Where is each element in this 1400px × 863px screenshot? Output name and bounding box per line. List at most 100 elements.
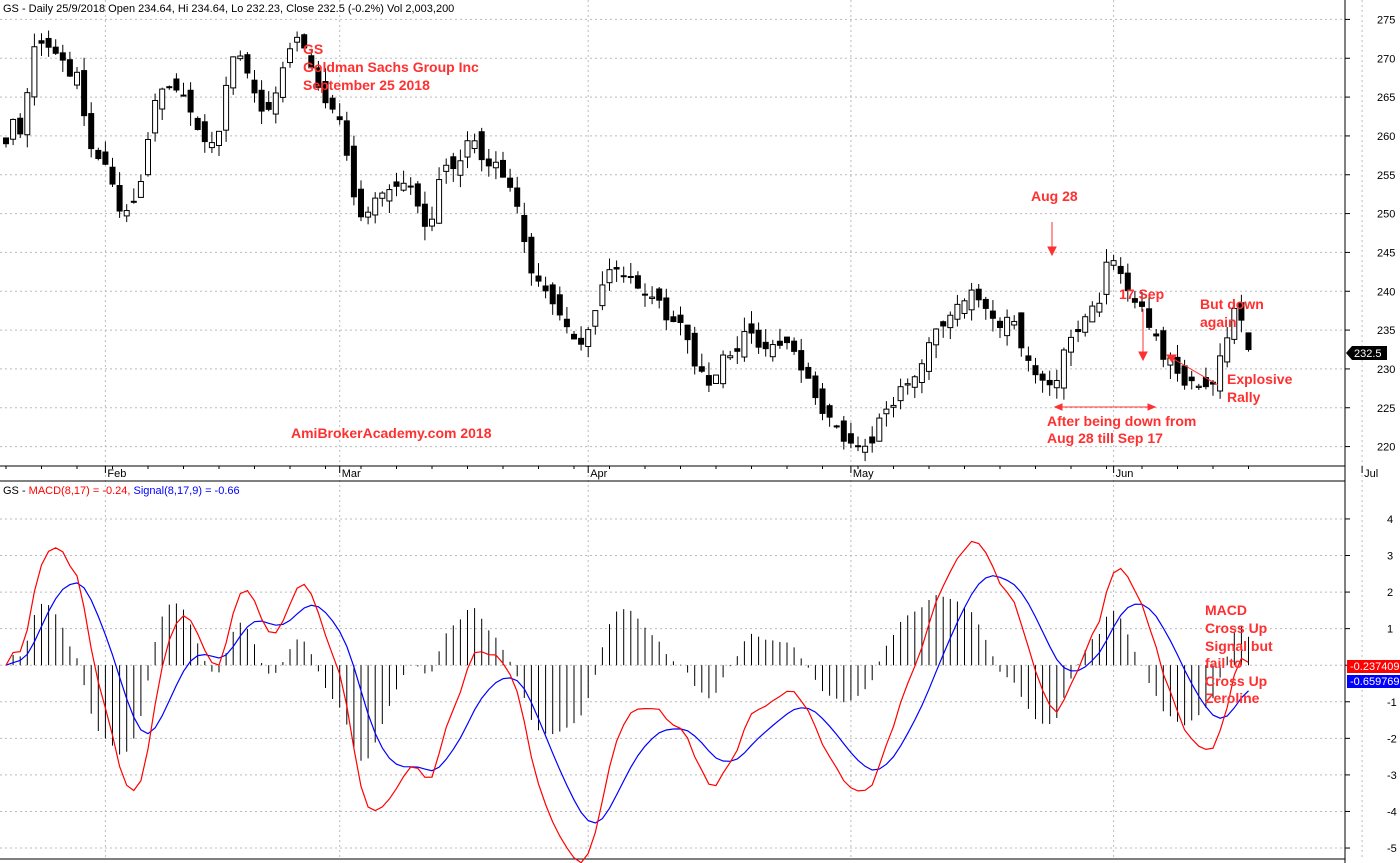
candle-body: [663, 297, 670, 321]
candle-body: [926, 342, 932, 372]
last-macd-tag: [1347, 660, 1400, 673]
candle-body: [933, 328, 940, 346]
macd-tick-label: 2: [1387, 587, 1393, 599]
candle-body: [492, 161, 499, 169]
annotation-arrows: [1047, 222, 1219, 411]
arrow-range-right-head: [1147, 403, 1157, 411]
last-signal-tag: [1347, 675, 1400, 688]
price-header: GS - Daily 25/9/2018 Open 234.64, Hi 234…: [3, 3, 454, 15]
candle-body: [1146, 308, 1153, 328]
last-macd-value: -0.237409: [1350, 661, 1400, 673]
candle-body: [208, 142, 215, 149]
candle-body: [862, 445, 869, 453]
month-tick-label: Mar: [342, 468, 361, 480]
candle-body: [571, 333, 577, 340]
candle-body: [982, 298, 989, 309]
candle-body: [1018, 312, 1025, 349]
candle-body: [329, 97, 336, 110]
annotation-ticker: GS: [303, 41, 323, 57]
candle-body: [478, 131, 485, 161]
annotation-aug28: Aug 28: [1031, 188, 1078, 204]
candle-body: [159, 88, 166, 110]
candle-body: [244, 54, 251, 74]
candle-body: [166, 86, 173, 89]
candle-body: [1124, 272, 1131, 291]
candle-body: [656, 288, 663, 301]
candle-body: [1004, 316, 1011, 337]
macd-header: GS - MACD(8,17) = -0.24, Signal(8,17,9) …: [3, 485, 240, 497]
price-tick-label: 265: [1377, 92, 1395, 104]
candle-body: [421, 203, 428, 227]
candle-body: [464, 140, 471, 158]
candle-body: [812, 375, 819, 399]
annotation-company: Goldman Sachs Group Inc: [303, 59, 479, 75]
price-tick-label: 245: [1377, 247, 1395, 259]
candle-body: [400, 182, 407, 191]
candle-body: [123, 210, 130, 217]
candle-body: [883, 408, 890, 415]
candle-body: [769, 344, 776, 358]
month-tick-label: Apr: [590, 468, 607, 480]
candle-body: [294, 36, 301, 43]
candle-body: [1224, 337, 1231, 363]
annotation-explosive-1: Explosive: [1227, 371, 1293, 387]
candle-body: [528, 236, 535, 274]
candle-body: [556, 294, 563, 316]
annotation-macd-note: MACD Cross Up Signal but fail to Cross U…: [1205, 602, 1273, 706]
candle-body: [819, 388, 826, 414]
last-macd-label: -0.237409: [1347, 660, 1400, 673]
candle-body: [705, 375, 712, 386]
candle-body: [1032, 365, 1039, 376]
candle-body: [1131, 298, 1138, 303]
month-tick-label: Jul: [1364, 468, 1378, 480]
candle-body: [187, 89, 194, 113]
annotation-explosive-2: Rally: [1227, 389, 1261, 405]
candle-body: [1110, 260, 1117, 266]
candle-body: [201, 121, 208, 143]
candle-body: [549, 284, 556, 305]
candle-body: [592, 310, 599, 327]
candle-body: [379, 192, 386, 199]
candle-body: [670, 316, 677, 323]
candle-body: [890, 404, 897, 408]
candle-body: [130, 200, 137, 203]
candle-body: [869, 436, 876, 444]
candle-body: [698, 366, 705, 372]
candle-body: [137, 181, 144, 198]
candle-body: [954, 303, 961, 320]
last-signal-label: -0.659769: [1347, 675, 1400, 688]
candle-body: [81, 70, 88, 117]
annotation-but-down-2: again: [1200, 314, 1237, 330]
candle-body: [727, 355, 734, 359]
candle-body: [713, 374, 719, 384]
candle-body: [578, 337, 585, 345]
candle-body: [798, 350, 805, 371]
candle-body: [180, 94, 187, 97]
candle-body: [911, 376, 918, 388]
candle-body: [386, 189, 393, 202]
macd-note-line: MACD: [1205, 602, 1247, 618]
price-tick-label: 225: [1377, 403, 1395, 415]
date-axis: FebMarAprMayJunJulAugSep: [5, 466, 1378, 480]
candle-body: [599, 284, 606, 307]
macd-tick-label: 4: [1387, 514, 1393, 526]
candle-body: [1217, 355, 1224, 392]
annotation-date: September 25 2018: [303, 77, 430, 93]
candle-body: [606, 269, 613, 284]
price-tick-label: 275: [1377, 14, 1395, 26]
price-tick-label: 230: [1377, 364, 1395, 376]
macd-tick-label: 3: [1387, 551, 1393, 563]
candle-body: [393, 181, 400, 187]
candle-body: [734, 348, 741, 352]
price-tick-label: 260: [1377, 131, 1395, 143]
candle-body: [457, 160, 464, 176]
candle-body: [1231, 307, 1238, 340]
candle-body: [450, 156, 457, 170]
macd-histogram: [12, 595, 1249, 761]
month-tick-label: May: [853, 468, 874, 480]
candle-body: [116, 185, 123, 212]
annotation-after-1: After being down from: [1047, 413, 1196, 429]
candle-body: [1025, 355, 1032, 361]
candle-body: [1245, 332, 1252, 350]
candle-body: [152, 100, 159, 134]
